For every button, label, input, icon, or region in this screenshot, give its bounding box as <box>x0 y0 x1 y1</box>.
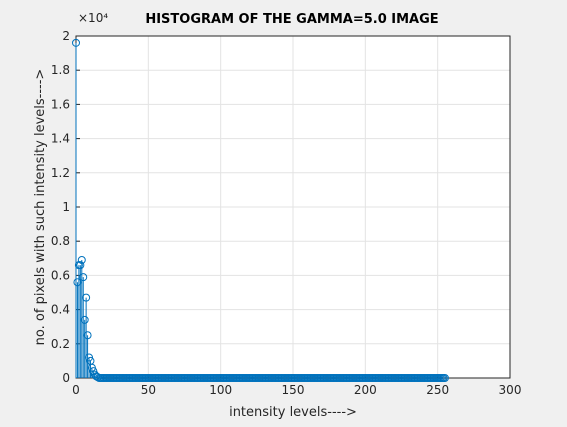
x-axis-label: intensity levels----> <box>229 405 357 420</box>
stem-marker <box>440 374 449 382</box>
stem-marker <box>82 293 91 302</box>
stem-marker <box>83 331 92 340</box>
x-tick-label: 300 <box>499 383 522 397</box>
y-tick-label: 0 <box>62 371 70 385</box>
x-tick-label: 250 <box>426 383 449 397</box>
stem-marker <box>73 278 82 287</box>
y-tick-label: 0.2 <box>51 337 70 351</box>
y-tick-label: 0.4 <box>51 303 70 317</box>
y-tick-label: 1.2 <box>51 166 70 180</box>
y-axis-label: no. of pixels with such intensity levels… <box>33 69 48 346</box>
stem-marker <box>80 315 89 324</box>
stem-marker <box>77 256 86 265</box>
stem-marker <box>76 261 85 270</box>
y-tick-label: 1.6 <box>51 97 70 111</box>
y-tick-label: 1.8 <box>51 63 70 77</box>
x-tick-label: 0 <box>72 383 80 397</box>
stem-marker <box>72 38 80 47</box>
stem-marker <box>79 273 88 282</box>
x-tick-label: 150 <box>282 383 305 397</box>
y-tick-label: 2 <box>62 29 70 43</box>
x-tick-label: 200 <box>354 383 377 397</box>
exponent-label: ×10⁴ <box>78 11 108 25</box>
x-tick-label: 50 <box>141 383 156 397</box>
y-tick-label: 0.6 <box>51 268 70 282</box>
y-tick-label: 0.8 <box>51 234 70 248</box>
y-tick-label: 1 <box>62 200 70 214</box>
x-tick-label: 100 <box>209 383 232 397</box>
chart-title: HISTOGRAM OF THE GAMMA=5.0 IMAGE <box>145 12 438 27</box>
y-tick-label: 1.4 <box>51 132 70 146</box>
